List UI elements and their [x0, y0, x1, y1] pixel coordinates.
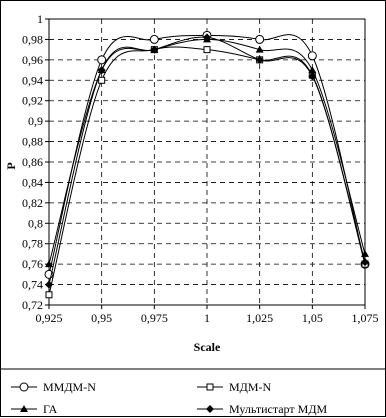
- data-point: [45, 260, 53, 268]
- data-point: [255, 45, 264, 53]
- y-tick-label: 0,92: [22, 94, 43, 108]
- y-tick-label: 0,9: [28, 114, 43, 128]
- data-point: [308, 66, 317, 74]
- legend-item: МДМ-N: [197, 380, 272, 394]
- data-point: [19, 382, 29, 392]
- y-tick-label: 0,74: [22, 278, 43, 292]
- legend: ММДМ-N МДМ-N ГА Мультистарт МДМ: [11, 380, 327, 416]
- y-tick-label: 0,96: [22, 53, 43, 67]
- x-tick-label: 1,025: [246, 311, 273, 325]
- legend-item: ГА: [11, 402, 58, 416]
- data-point: [307, 51, 317, 61]
- y-tick-label: 0,8: [28, 216, 43, 230]
- x-tick-label: 0,95: [91, 311, 112, 325]
- data-point: [97, 55, 107, 65]
- y-axis-title: P: [4, 162, 18, 169]
- legend-label: МДМ-N: [229, 380, 272, 394]
- data-point: [98, 76, 106, 84]
- data-point: [45, 291, 53, 299]
- y-tick-label: 0,98: [22, 32, 43, 46]
- y-tick-label: 0,88: [22, 135, 43, 149]
- x-tick-label: 1,05: [302, 311, 323, 325]
- data-point: [20, 405, 28, 412]
- y-tick-label: 0,94: [22, 73, 43, 87]
- legend-label: ММДМ-N: [43, 380, 96, 394]
- data-point: [203, 33, 211, 42]
- grid: [49, 19, 365, 305]
- series: [45, 35, 369, 268]
- y-tick-label: 1: [37, 12, 43, 26]
- data-point: [308, 72, 317, 81]
- y-tick-label: 0,72: [22, 298, 43, 312]
- y-tick-label: 0,82: [22, 196, 43, 210]
- data-point: [203, 46, 211, 54]
- y-axis: 0,72 0,74 0,76 0,78 0,8 0,82 0,84 0,86 0,88 0,9 0,…: [22, 12, 49, 312]
- y-tick-label: 0,76: [22, 257, 43, 271]
- series-group: [44, 30, 370, 299]
- x-tick-label: 0,925: [36, 311, 63, 325]
- data-point: [206, 383, 214, 391]
- legend-item: ММДМ-N: [11, 380, 96, 394]
- y-tick-label: 0,78: [22, 237, 43, 251]
- data-point: [361, 258, 369, 267]
- data-point: [255, 55, 264, 64]
- data-point: [149, 34, 159, 44]
- data-point: [150, 45, 159, 54]
- series: [45, 33, 369, 289]
- x-axis: 0,925 0,95 0,975 1 1,025 1,05 1,075: [36, 305, 379, 325]
- x-axis-title: Scale: [194, 340, 221, 354]
- data-point: [45, 280, 53, 289]
- x-tick-label: 1: [204, 311, 210, 325]
- legend-item: Мультистарт МДМ: [197, 402, 327, 416]
- legend-label: Мультистарт МДМ: [229, 402, 327, 416]
- y-tick-label: 0,86: [22, 155, 43, 169]
- legend-label: ГА: [43, 402, 58, 416]
- x-tick-label: 1,075: [352, 311, 379, 325]
- x-tick-label: 0,975: [141, 311, 168, 325]
- data-point: [206, 405, 214, 413]
- data-point: [255, 34, 265, 44]
- y-tick-label: 0,84: [22, 175, 43, 189]
- data-point: [97, 66, 106, 75]
